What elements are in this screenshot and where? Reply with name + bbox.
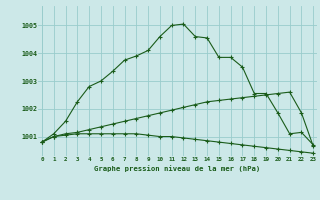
X-axis label: Graphe pression niveau de la mer (hPa): Graphe pression niveau de la mer (hPa) <box>94 165 261 172</box>
